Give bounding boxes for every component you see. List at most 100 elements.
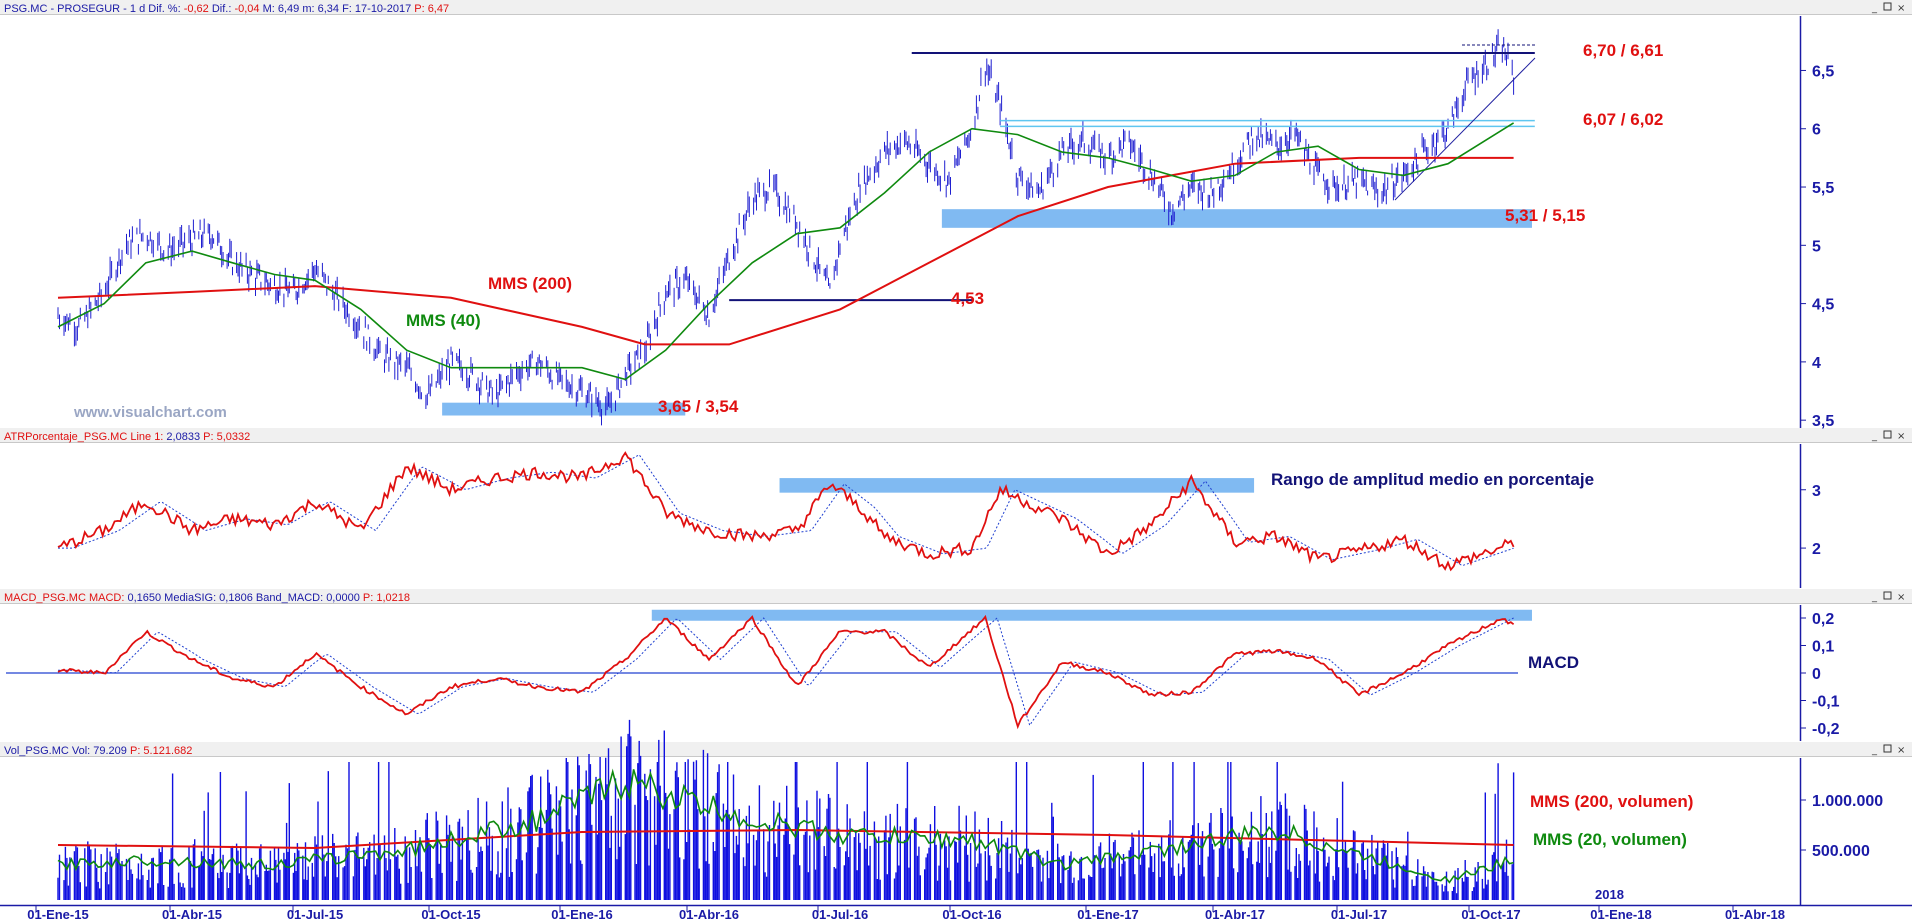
macd-header-seg-2: P: 1,0218 — [360, 592, 410, 604]
atr-header-seg-0: ATRPorcentaje_PSG.MC Line 1: — [4, 431, 163, 443]
atr-signal-line — [58, 454, 1514, 567]
volume-panel-header: Vol_PSG.MC Vol: 79.209 P: 5.121.682 — [4, 745, 192, 757]
annotation-vol-sma200: MMS (200, volumen) — [1530, 792, 1693, 811]
annotation-macd-title: MACD — [1528, 653, 1579, 672]
price-ytick-label: 4 — [1812, 355, 1821, 372]
close-icon: × — [1897, 745, 1905, 756]
macd-window-controls: _ × — [1871, 591, 1905, 603]
annotation-support-zone: 5,31 / 5,15 — [1505, 206, 1585, 225]
macd-header-seg-0: MACD_PSG.MC MACD: — [4, 592, 124, 604]
volume-bars-layer — [57, 719, 1515, 900]
macd-header-bar — [0, 589, 1912, 603]
sma40-line — [57, 122, 1515, 381]
macd-header-text: MACD_PSG.MC MACD: 0,1650 MediaSIG: 0,180… — [4, 592, 410, 604]
volume-header-text: Vol_PSG.MC Vol: 79.209 P: 5.121.682 — [4, 745, 192, 757]
x-axis-year-marker: 2018 — [1595, 887, 1624, 902]
volume-header-seg-1: P: 5.121.682 — [127, 745, 192, 757]
watermark: www.visualchart.com — [73, 404, 227, 421]
price-header-text: PSG.MC - PROSEGUR - 1 d Dif. %: -0,62 Di… — [4, 3, 449, 15]
annotation-support-453: 4,53 — [951, 289, 984, 308]
price-panel-header: PSG.MC - PROSEGUR - 1 d Dif. %: -0,62 Di… — [4, 3, 449, 15]
volume-ytick-label: 500.000 — [1812, 843, 1870, 860]
annotation-mid-resistance: 6,07 / 6,02 — [1583, 110, 1663, 129]
price-bars-layer — [57, 29, 1515, 426]
volume-window-controls: _ × — [1871, 744, 1905, 756]
annotation-sma200: MMS (200) — [488, 274, 572, 293]
macd-ytick-label: 0,1 — [1812, 639, 1834, 656]
volume-sma20-line — [57, 768, 1514, 884]
macd-zone — [651, 609, 1532, 621]
sma200-line — [57, 156, 1514, 346]
x-tick-label: 01-Ene-15 — [27, 907, 88, 922]
price-ytick-label: 6,5 — [1812, 63, 1834, 80]
zones-layer — [442, 209, 1532, 621]
x-tick-label: 01-Jul-15 — [287, 907, 343, 922]
close-icon: × — [1897, 3, 1905, 14]
macd-panel-header: MACD_PSG.MC MACD: 0,1650 MediaSIG: 0,180… — [4, 592, 410, 604]
price-header-bar — [0, 0, 1912, 14]
x-tick-label: 01-Oct-15 — [421, 907, 480, 922]
price-header-seg-2: Dif.: — [209, 3, 232, 15]
x-tick-label: 01-Abr-16 — [679, 907, 739, 922]
price-zone-1 — [941, 209, 1532, 228]
atr-panel-header: ATRPorcentaje_PSG.MC Line 1: 2,0833 P: 5… — [4, 431, 250, 443]
y-axis-ticks-layer: 6,5 6 5,5 5 4,5 4 3,5 3 2 0,2 0,1 0 -0,1 -0,2 1.000.00… — [1800, 63, 1883, 860]
macd-ytick-label: -0,2 — [1812, 721, 1840, 738]
restore-icon — [1883, 2, 1892, 11]
restore-icon — [1883, 430, 1892, 439]
minimize-icon: _ — [1871, 592, 1878, 603]
x-tick-label: 01-Ene-17 — [1077, 907, 1138, 922]
macd-ytick-label: -0,1 — [1812, 694, 1840, 711]
price-trend-line — [1394, 57, 1536, 201]
annotation-low-zone: 3,65 / 3,54 — [658, 397, 739, 416]
x-tick-label: 01-Abr-15 — [162, 907, 222, 922]
annotation-sma40: MMS (40) — [406, 311, 481, 330]
price-header-seg-3: -0,04 — [231, 3, 259, 15]
minimize-icon: _ — [1871, 745, 1878, 756]
atr-header-seg-2: P: 5,0332 — [200, 431, 250, 443]
atr-header-bar — [0, 428, 1912, 442]
close-icon: × — [1897, 592, 1905, 603]
atr-line — [57, 451, 1515, 572]
atr-ytick-label: 3 — [1812, 483, 1821, 500]
x-tick-label: 01-Ene-18 — [1590, 907, 1651, 922]
price-header-seg-5: P: 6,47 — [411, 3, 449, 15]
x-tick-label: 01-Ene-16 — [551, 907, 612, 922]
restore-icon — [1883, 591, 1892, 600]
atr-header-seg-1: 2,0833 — [163, 431, 200, 443]
panel-window-buttons: _ ×_ ×_ ×_ × — [1871, 2, 1905, 756]
price-ytick-label: 5 — [1812, 238, 1821, 255]
atr-header-text: ATRPorcentaje_PSG.MC Line 1: 2,0833 P: 5… — [4, 431, 250, 443]
x-tick-label: 01-Oct-16 — [942, 907, 1001, 922]
price-zone-0 — [442, 402, 686, 416]
restore-icon — [1883, 744, 1892, 753]
volume-ytick-label: 1.000.000 — [1812, 793, 1883, 810]
price-ytick-label: 3,5 — [1812, 413, 1834, 430]
close-icon: × — [1897, 431, 1905, 442]
x-tick-label: 01-Jul-16 — [812, 907, 868, 922]
x-tick-label: 01-Abr-18 — [1725, 907, 1785, 922]
price-header-seg-1: -0,62 — [181, 3, 209, 15]
atr-window-controls: _ × — [1871, 430, 1905, 442]
annotation-atr-title: Rango de amplitud medio en porcentaje — [1271, 470, 1594, 489]
price-ytick-label: 4,5 — [1812, 297, 1834, 314]
series-lines-layer — [6, 44, 1537, 884]
price-ytick-label: 5,5 — [1812, 180, 1834, 197]
volume-header-bar — [0, 742, 1912, 756]
x-tick-label: 01-Oct-17 — [1461, 907, 1520, 922]
price-header-seg-0: PSG.MC - PROSEGUR - 1 d Dif. %: — [4, 3, 181, 15]
atr-zone — [779, 478, 1255, 493]
annotation-vol-sma20: MMS (20, volumen) — [1533, 830, 1687, 849]
minimize-icon: _ — [1871, 3, 1878, 14]
volume-sma200-line — [57, 828, 1514, 850]
macd-header-seg-1: 0,1650 MediaSIG: 0,1806 Band_MACD: 0,000… — [124, 592, 359, 604]
price-window-controls: _ × — [1871, 2, 1905, 14]
minimize-icon: _ — [1871, 431, 1878, 442]
macd-line — [57, 614, 1515, 730]
x-axis-ticks-layer: 01-Ene-15 01-Abr-15 01-Jul-15 01-Oct-15 01-E… — [27, 905, 1785, 922]
price-ytick-label: 6 — [1812, 122, 1821, 139]
atr-ytick-label: 2 — [1812, 541, 1821, 558]
